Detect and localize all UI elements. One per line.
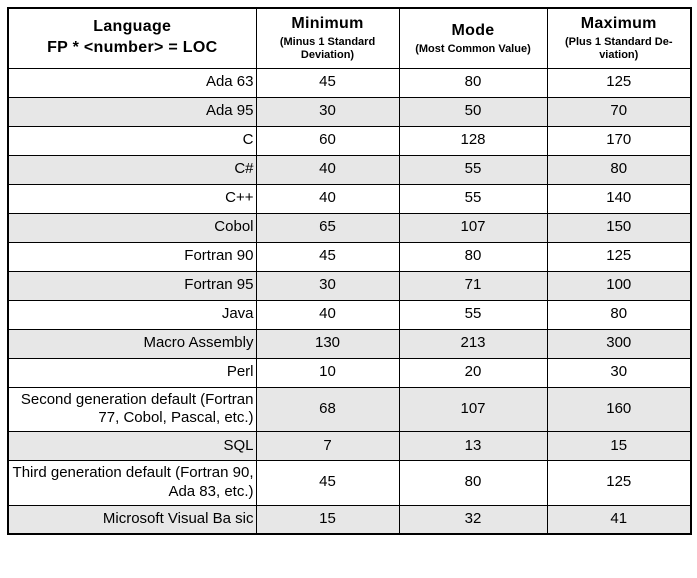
header-maximum-column: Maximum (Plus 1 Standard De- viation) — [546, 7, 692, 69]
header-mode-column: Mode (Most Common Value) — [398, 7, 548, 69]
language-cell: C++ — [7, 183, 257, 214]
table-header: Language FP * <number> = LOC Minimum (Mi… — [7, 7, 692, 69]
maximum-cell: 160 — [546, 386, 692, 432]
maximum-cell: 30 — [546, 357, 692, 388]
maximum-cell: 70 — [546, 96, 692, 127]
mode-cell: 13 — [398, 431, 548, 461]
language-header-label: Language FP * <number> = LOC — [47, 18, 218, 57]
minimum-cell: 30 — [255, 270, 400, 301]
maximum-cell: 80 — [546, 154, 692, 185]
table-row: Second generation default (Fortran 77, C… — [7, 386, 692, 432]
minimum-cell: 45 — [255, 241, 400, 272]
mode-cell: 50 — [398, 96, 548, 127]
maximum-cell: 41 — [546, 504, 692, 535]
maximum-cell: 100 — [546, 270, 692, 301]
minimum-cell: 10 — [255, 357, 400, 388]
table-row: SQL 7 13 15 — [7, 431, 692, 461]
language-cell: Ada 95 — [7, 96, 257, 127]
table-row: Fortran 95 30 71 100 — [7, 270, 692, 301]
language-cell: Fortran 95 — [7, 270, 257, 301]
language-cell: C# — [7, 154, 257, 185]
page: Language FP * <number> = LOC Minimum (Mi… — [7, 7, 692, 535]
mode-cell: 80 — [398, 460, 548, 506]
language-cell: Java — [7, 299, 257, 330]
maximum-cell: 125 — [546, 241, 692, 272]
mode-cell: 107 — [398, 212, 548, 243]
mode-cell: 107 — [398, 386, 548, 432]
minimum-cell: 15 — [255, 504, 400, 535]
maximum-header-subtitle: (Plus 1 Standard De- viation) — [564, 35, 673, 62]
mode-cell: 55 — [398, 154, 548, 185]
language-cell: Ada 63 — [7, 67, 257, 98]
maximum-cell: 140 — [546, 183, 692, 214]
mode-cell: 71 — [398, 270, 548, 301]
maximum-cell: 125 — [546, 67, 692, 98]
table-row: Cobol 65 107 150 — [7, 212, 692, 243]
mode-cell: 80 — [398, 241, 548, 272]
minimum-cell: 68 — [255, 386, 400, 432]
maximum-cell: 80 — [546, 299, 692, 330]
header-minimum-column: Minimum (Minus 1 Standard Deviation) — [255, 7, 400, 69]
mode-cell: 80 — [398, 67, 548, 98]
language-cell: SQL — [7, 431, 257, 461]
maximum-cell: 15 — [546, 431, 692, 461]
mode-cell: 55 — [398, 299, 548, 330]
minimum-cell: 65 — [255, 212, 400, 243]
minimum-cell: 45 — [255, 67, 400, 98]
minimum-cell: 30 — [255, 96, 400, 127]
minimum-cell: 40 — [255, 154, 400, 185]
minimum-cell: 60 — [255, 125, 400, 156]
mode-cell: 55 — [398, 183, 548, 214]
table-row: C# 40 55 80 — [7, 154, 692, 185]
minimum-cell: 40 — [255, 183, 400, 214]
table-row: Microsoft Visual Ba sic 15 32 41 — [7, 504, 692, 535]
table-row: Macro Assembly 130 213 300 — [7, 328, 692, 359]
mode-cell: 32 — [398, 504, 548, 535]
maximum-cell: 150 — [546, 212, 692, 243]
language-cell: Cobol — [7, 212, 257, 243]
table-row: Java 40 55 80 — [7, 299, 692, 330]
table-row: Third generation default (Fortran 90, Ad… — [7, 460, 692, 506]
table-row: C 60 128 170 — [7, 125, 692, 156]
mode-cell: 213 — [398, 328, 548, 359]
header-language-column: Language FP * <number> = LOC — [7, 7, 257, 69]
language-cell: C — [7, 125, 257, 156]
language-cell: Perl — [7, 357, 257, 388]
minimum-cell: 7 — [255, 431, 400, 461]
table-row: Ada 95 30 50 70 — [7, 96, 692, 127]
maximum-cell: 170 — [546, 125, 692, 156]
minimum-cell: 40 — [255, 299, 400, 330]
table-body: Ada 63 45 80 125 Ada 95 30 50 70 C 60 12… — [7, 67, 692, 535]
maximum-header-label: Maximum — [580, 15, 657, 33]
fp-loc-conversion-table: Language FP * <number> = LOC Minimum (Mi… — [7, 7, 692, 535]
language-cell: Macro Assembly — [7, 328, 257, 359]
language-cell: Second generation default (Fortran 77, C… — [7, 386, 257, 432]
language-cell: Third generation default (Fortran 90, Ad… — [7, 460, 257, 506]
mode-cell: 128 — [398, 125, 548, 156]
mode-cell: 20 — [398, 357, 548, 388]
minimum-header-label: Minimum — [291, 15, 364, 33]
table-row: Perl 10 20 30 — [7, 357, 692, 388]
mode-header-label: Mode — [451, 21, 495, 39]
language-cell: Microsoft Visual Ba sic — [7, 504, 257, 535]
language-cell: Fortran 90 — [7, 241, 257, 272]
table-row: Fortran 90 45 80 125 — [7, 241, 692, 272]
minimum-header-subtitle: (Minus 1 Standard Deviation) — [279, 35, 376, 62]
header-row: Language FP * <number> = LOC Minimum (Mi… — [7, 7, 692, 69]
maximum-cell: 300 — [546, 328, 692, 359]
mode-header-subtitle: (Most Common Value) — [415, 42, 531, 55]
table-row: C++ 40 55 140 — [7, 183, 692, 214]
table-row: Ada 63 45 80 125 — [7, 67, 692, 98]
minimum-cell: 45 — [255, 460, 400, 506]
minimum-cell: 130 — [255, 328, 400, 359]
maximum-cell: 125 — [546, 460, 692, 506]
